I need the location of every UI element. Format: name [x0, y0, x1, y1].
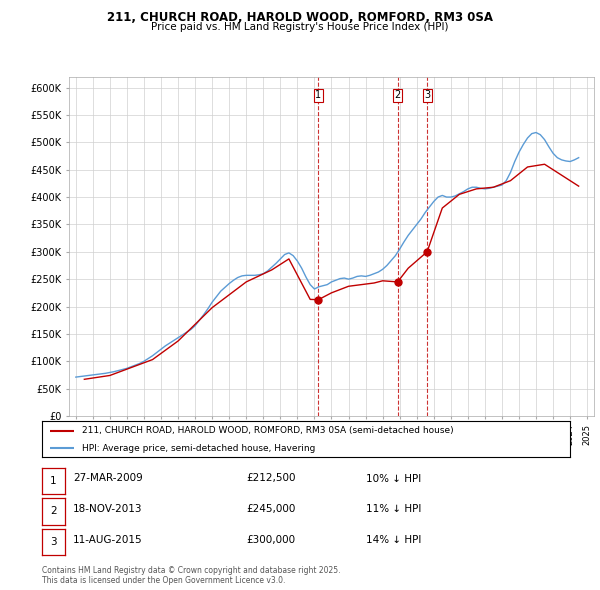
Text: £300,000: £300,000: [246, 535, 295, 545]
Text: 3: 3: [424, 90, 430, 100]
Text: 1: 1: [316, 90, 322, 100]
Text: 11% ↓ HPI: 11% ↓ HPI: [366, 504, 421, 514]
Text: Price paid vs. HM Land Registry's House Price Index (HPI): Price paid vs. HM Land Registry's House …: [151, 22, 449, 32]
Text: 2: 2: [50, 506, 57, 516]
Text: 1: 1: [50, 476, 57, 486]
Text: 11-AUG-2015: 11-AUG-2015: [73, 535, 143, 545]
Text: 10% ↓ HPI: 10% ↓ HPI: [366, 474, 421, 483]
Text: 211, CHURCH ROAD, HAROLD WOOD, ROMFORD, RM3 0SA: 211, CHURCH ROAD, HAROLD WOOD, ROMFORD, …: [107, 11, 493, 24]
Text: £212,500: £212,500: [246, 474, 296, 483]
Text: Contains HM Land Registry data © Crown copyright and database right 2025.
This d: Contains HM Land Registry data © Crown c…: [42, 566, 341, 585]
Text: 18-NOV-2013: 18-NOV-2013: [73, 504, 143, 514]
Text: 211, CHURCH ROAD, HAROLD WOOD, ROMFORD, RM3 0SA (semi-detached house): 211, CHURCH ROAD, HAROLD WOOD, ROMFORD, …: [82, 427, 453, 435]
Text: 27-MAR-2009: 27-MAR-2009: [73, 474, 143, 483]
Text: £245,000: £245,000: [246, 504, 295, 514]
Text: 3: 3: [50, 537, 57, 547]
Text: 14% ↓ HPI: 14% ↓ HPI: [366, 535, 421, 545]
Text: HPI: Average price, semi-detached house, Havering: HPI: Average price, semi-detached house,…: [82, 444, 315, 453]
Text: 2: 2: [395, 90, 401, 100]
